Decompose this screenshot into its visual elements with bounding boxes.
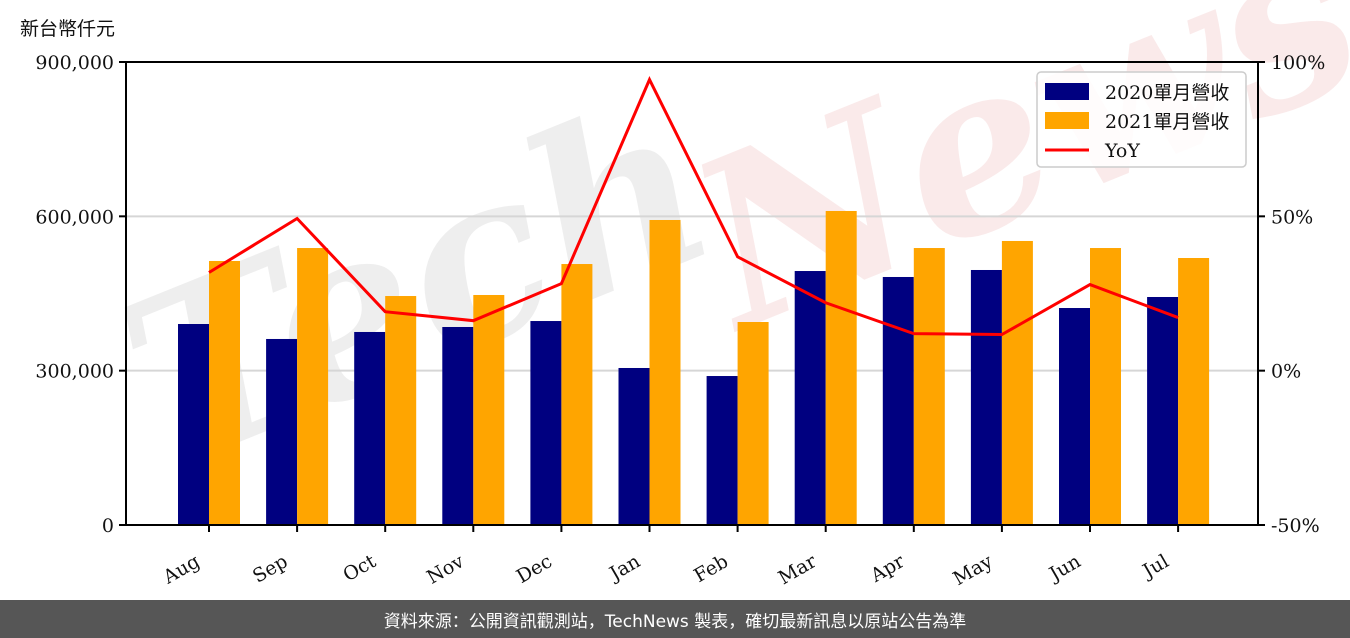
bar-2021-dec bbox=[561, 264, 593, 525]
x-tick-label: Jun bbox=[1044, 550, 1085, 586]
bar-2021-oct bbox=[385, 296, 417, 525]
bar-2020-jun bbox=[1059, 308, 1090, 525]
x-tick-label: Sep bbox=[249, 550, 292, 587]
legend-label-1: 2021單月營收 bbox=[1105, 111, 1229, 133]
bar-series bbox=[178, 210, 1210, 526]
x-tick-label: Mar bbox=[775, 550, 821, 589]
bar-2020-nov bbox=[442, 326, 474, 525]
bar-2021-feb bbox=[737, 322, 769, 525]
bar-2020-jan bbox=[618, 367, 650, 525]
legend-box bbox=[1036, 71, 1247, 168]
legend-label-2: YoY bbox=[1104, 140, 1140, 162]
bar-2021-apr bbox=[913, 248, 945, 525]
legend: 2020單月營收 2021單月營收 YoY bbox=[1036, 71, 1247, 168]
bar-2021-sep bbox=[297, 248, 329, 525]
x-tick-label: Dec bbox=[513, 550, 556, 588]
bar-2021-mar bbox=[825, 210, 857, 526]
y2-tick-label: 50% bbox=[1271, 206, 1313, 228]
revenue-chart: TechNews 0300,000600,000900,000-50%0%50%… bbox=[35, 0, 1350, 590]
x-tick-label: Aug bbox=[159, 550, 204, 589]
yoy-polyline bbox=[208, 76, 1179, 337]
bar-2021-jul bbox=[1178, 258, 1210, 525]
x-tick-label: Oct bbox=[339, 550, 380, 586]
x-tick-label: Feb bbox=[690, 550, 732, 587]
bar-2020-sep bbox=[266, 338, 298, 525]
y2-tick-label: 100% bbox=[1271, 52, 1325, 74]
y2-tick-label: -50% bbox=[1271, 515, 1320, 537]
bar-2020-dec bbox=[530, 321, 562, 525]
source-footer: 資料來源：公開資訊觀測站，TechNews 製表，確切最新訊息以原站公告為準 bbox=[0, 600, 1350, 638]
bar-2021-jan bbox=[649, 219, 681, 525]
bar-2020-may bbox=[970, 269, 1002, 525]
bar-2021-may bbox=[1001, 240, 1033, 525]
y-tick-label: 900,000 bbox=[35, 52, 114, 74]
x-tick-label: May bbox=[949, 550, 996, 590]
bar-2020-feb bbox=[706, 376, 738, 525]
x-tick-label: Jan bbox=[604, 550, 644, 586]
x-tick-label: Nov bbox=[423, 550, 468, 589]
bar-2020-oct bbox=[354, 331, 386, 525]
y-axis-unit-label: 新台幣仟元 bbox=[20, 18, 116, 40]
x-tick-label: Apr bbox=[866, 550, 909, 587]
legend-swatch-1 bbox=[1045, 112, 1089, 129]
bar-2020-mar bbox=[794, 271, 826, 525]
footer-text: 資料來源：公開資訊觀測站，TechNews 製表，確切最新訊息以原站公告為準 bbox=[383, 611, 967, 632]
bar-2020-aug bbox=[178, 324, 209, 525]
bar-2020-apr bbox=[882, 276, 914, 525]
legend-label-0: 2020單月營收 bbox=[1105, 82, 1229, 104]
y-tick-label: 0 bbox=[102, 515, 114, 537]
plot-frame bbox=[125, 61, 1259, 526]
y-tick-label: 300,000 bbox=[35, 361, 114, 383]
yoy-line bbox=[208, 76, 1179, 337]
x-tick-label: Jul bbox=[1137, 550, 1172, 583]
legend-swatch-0 bbox=[1045, 83, 1089, 100]
bar-2021-aug bbox=[209, 260, 240, 525]
y2-tick-label: 0% bbox=[1271, 361, 1301, 383]
y-tick-label: 600,000 bbox=[35, 206, 114, 228]
bar-2021-nov bbox=[473, 294, 505, 525]
bar-2020-jul bbox=[1147, 296, 1179, 525]
